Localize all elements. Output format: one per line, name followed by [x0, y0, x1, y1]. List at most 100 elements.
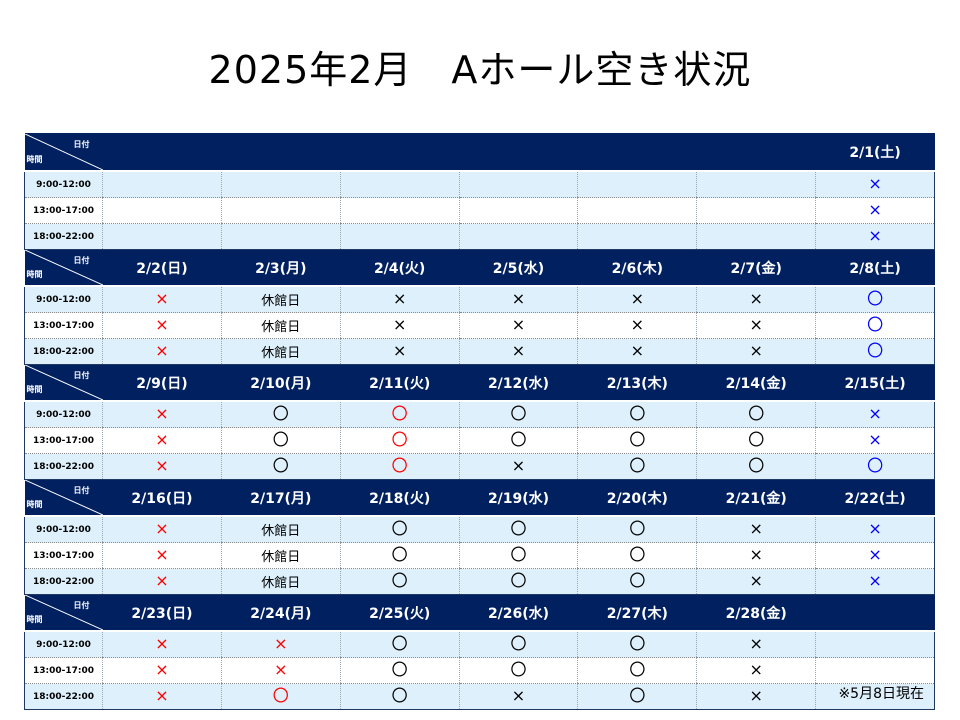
date-header: 2/10(月) — [221, 364, 341, 402]
date-header — [577, 133, 697, 172]
date-header — [696, 133, 816, 172]
unavailable-mark: × — [155, 686, 169, 705]
availability-cell — [458, 223, 578, 250]
available-mark: 〇 — [391, 660, 408, 679]
date-header: 2/27(木) — [577, 594, 697, 632]
available-mark: 〇 — [272, 404, 289, 423]
time-slot-row: 18:00-22:00 × 休館日 〇 〇 〇 × × — [24, 568, 936, 595]
corner-date-label: 日付 — [73, 371, 90, 380]
time-slot-row: 13:00-17:00 × — [24, 197, 936, 224]
availability-cell: × — [102, 453, 222, 480]
availability-cell: × — [458, 312, 578, 339]
availability-cell: 休館日 — [220, 338, 341, 365]
date-header: 2/2(日) — [102, 249, 222, 287]
availability-cell: × — [696, 657, 816, 684]
available-mark: 〇 — [391, 456, 408, 475]
availability-cell: 〇 — [577, 657, 697, 684]
unavailable-mark: × — [155, 634, 169, 653]
availability-cell: 〇 — [458, 427, 578, 454]
closed-day-label: 休館日 — [261, 576, 301, 591]
unavailable-mark: × — [868, 519, 882, 538]
availability-cell — [220, 197, 341, 224]
available-mark: 〇 — [510, 404, 527, 423]
corner-header: 日付 時間 — [24, 249, 103, 287]
availability-cell: 〇 — [220, 683, 341, 710]
availability-calendar: 日付 時間 2/1(土) 9:00-12:00 × 13:00-17:00 × 18:00-2… — [24, 133, 936, 710]
availability-cell: × — [458, 453, 578, 480]
availability-cell: 〇 — [339, 516, 460, 543]
time-slot-row: 13:00-17:00 × 休館日 × × × × 〇 — [24, 312, 936, 339]
unavailable-mark: × — [749, 545, 763, 564]
date-header: 2/23(日) — [102, 594, 222, 632]
availability-cell — [458, 171, 578, 198]
availability-cell — [339, 223, 460, 250]
date-header: 2/21(金) — [696, 479, 816, 517]
time-slot-row: 9:00-12:00 × — [24, 171, 936, 198]
corner-time-label: 時間 — [26, 270, 43, 279]
unavailable-mark: × — [155, 289, 169, 308]
date-header: 2/19(水) — [459, 479, 578, 517]
time-slot-row: 9:00-12:00 × 休館日 〇 〇 〇 × × — [24, 516, 936, 543]
availability-cell: 〇 — [339, 683, 460, 710]
availability-cell: 〇 — [577, 631, 697, 658]
availability-cell: × — [102, 683, 222, 710]
availability-cell: 〇 — [458, 516, 578, 543]
date-header — [815, 594, 935, 632]
availability-cell: × — [696, 286, 816, 313]
availability-cell: 〇 — [815, 453, 936, 480]
availability-cell: × — [458, 286, 578, 313]
unavailable-mark: × — [749, 571, 763, 590]
closed-day-label: 休館日 — [261, 524, 301, 539]
corner-date-label: 日付 — [73, 486, 90, 495]
availability-cell — [815, 631, 936, 658]
unavailable-mark: × — [630, 289, 645, 308]
available-mark: 〇 — [510, 430, 527, 449]
available-mark: 〇 — [629, 456, 646, 475]
time-slot-label: 13:00-17:00 — [24, 427, 103, 454]
time-slot-label: 18:00-22:00 — [24, 453, 103, 480]
unavailable-mark: × — [392, 341, 407, 360]
availability-cell: 〇 — [577, 401, 697, 428]
availability-cell: 〇 — [458, 568, 578, 595]
availability-cell: × — [577, 312, 697, 339]
availability-cell: 〇 — [458, 631, 578, 658]
availability-cell: × — [339, 286, 460, 313]
availability-cell: 〇 — [577, 516, 697, 543]
unavailable-mark: × — [392, 315, 407, 334]
availability-cell — [696, 171, 816, 198]
time-slot-label: 13:00-17:00 — [24, 542, 103, 569]
time-slot-row: 13:00-17:00 × 休館日 〇 〇 〇 × × — [24, 542, 936, 569]
availability-cell: × — [102, 631, 222, 658]
unavailable-mark: × — [749, 341, 763, 360]
time-slot-row: 13:00-17:00 × × 〇 〇 〇 × — [24, 657, 936, 684]
unavailable-mark: × — [868, 200, 882, 219]
availability-cell: 〇 — [220, 401, 341, 428]
time-slot-label: 18:00-22:00 — [24, 223, 103, 250]
corner-header: 日付 時間 — [24, 594, 103, 632]
closed-day-label: 休館日 — [261, 294, 301, 309]
date-header: 2/1(土) — [815, 133, 935, 172]
date-header: 2/28(金) — [696, 594, 816, 632]
available-mark: 〇 — [391, 430, 408, 449]
availability-cell — [815, 683, 936, 710]
availability-cell: × — [696, 542, 816, 569]
availability-cell: 〇 — [458, 401, 578, 428]
availability-cell — [102, 197, 222, 224]
week-header-row: 日付 時間 2/2(日) 2/3(月) 2/4(火) 2/5(水) 2/6(木) 2/7(金)… — [24, 249, 935, 287]
diagonal-divider — [24, 595, 103, 630]
availability-cell: 〇 — [577, 453, 697, 480]
available-mark: 〇 — [510, 519, 527, 538]
date-header — [459, 133, 578, 172]
unavailable-mark: × — [155, 430, 169, 449]
availability-cell: 〇 — [577, 683, 697, 710]
available-mark: 〇 — [272, 686, 289, 705]
availability-cell: 休館日 — [220, 516, 341, 543]
date-header: 2/3(月) — [221, 249, 341, 287]
availability-cell: × — [102, 516, 222, 543]
time-slot-label: 18:00-22:00 — [24, 683, 103, 710]
date-header: 2/8(土) — [815, 249, 935, 287]
unavailable-mark: × — [274, 634, 288, 653]
unavailable-mark: × — [868, 571, 882, 590]
availability-cell — [815, 657, 936, 684]
available-mark: 〇 — [748, 430, 765, 449]
